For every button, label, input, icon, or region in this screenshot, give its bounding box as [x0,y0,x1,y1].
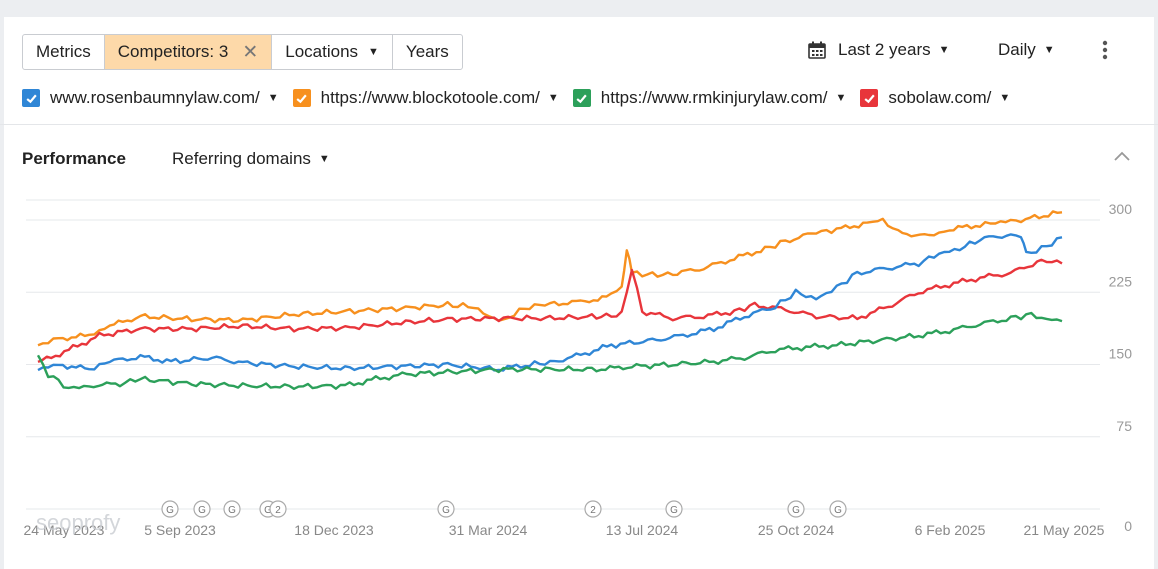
caret-down-icon: ▼ [1043,44,1055,56]
x-tick-label: 5 Sep 2023 [144,522,216,538]
x-tick-label: 13 Jul 2024 [606,522,679,538]
years-label: Years [405,42,449,61]
event-marker-icon [193,500,211,518]
competitors-label: Competitors: 3 [117,42,229,61]
event-marker-icon [829,500,847,518]
event-marker-icon [223,500,241,518]
checkbox-checked-icon[interactable] [292,89,311,107]
legend-label: https://www.blockotoole.com/ [320,88,540,107]
series-line [37,258,1063,364]
kebab-menu-icon [1102,40,1108,60]
x-tick-label: 24 May 2023 [24,522,105,538]
series-legend: www.rosenbaumnylaw.com/ ▼ https://www.bl… [22,88,1024,108]
caret-down-icon: ▼ [318,153,330,165]
event-marker-icon [437,500,455,518]
x-tick-label: 21 May 2025 [1024,522,1105,538]
collapse-chevron-icon[interactable] [1114,148,1130,166]
watermark-logo: seoprofy [36,510,120,535]
event-marker-label: G [442,505,450,516]
date-range-label: Last 2 years [838,40,931,59]
y-tick-label: 75 [1116,418,1132,434]
caret-down-icon: ▼ [368,46,379,58]
y-tick-label: 300 [1109,201,1133,217]
locations-dropdown[interactable]: Locations ▼ [272,35,393,69]
event-marker-label: G [670,505,678,516]
y-tick-label: 150 [1109,346,1133,362]
metrics-label: Metrics [36,42,91,61]
content-card [4,17,1154,569]
x-tick-label: 31 Mar 2024 [449,522,528,538]
legend-item-blockotoole[interactable]: https://www.blockotoole.com/ ▼ [292,88,559,108]
series-line [37,210,1063,347]
x-tick-label: 25 Oct 2024 [758,522,834,538]
legend-label: www.rosenbaumnylaw.com/ [50,88,260,107]
interval-dropdown[interactable]: Daily ▼ [998,40,1055,60]
series-line [36,311,1063,390]
legend-label: https://www.rmkinjurylaw.com/ [600,88,828,107]
event-marker-label: 2 [275,505,281,516]
y-tick-label: 225 [1109,273,1133,289]
section-divider [0,124,1158,125]
legend-item-sobolaw[interactable]: sobolaw.com/ ▼ [860,88,1010,108]
legend-item-rmkinjury[interactable]: https://www.rmkinjurylaw.com/ ▼ [572,88,847,108]
event-marker-label: G [228,505,236,516]
x-tick-label: 6 Feb 2025 [915,522,986,538]
event-marker-icon [161,500,179,518]
checkbox-checked-icon[interactable] [572,89,591,107]
filter-toolbar: Metrics Competitors: 3 ✕ Locations ▼ Years [22,34,463,70]
event-marker-label: G [834,505,842,516]
checkbox-checked-icon[interactable] [860,89,879,107]
caret-down-icon[interactable]: ▼ [999,92,1011,104]
event-marker-icon [665,500,683,518]
y-tick-label: 0 [1124,518,1132,534]
metric-dropdown[interactable]: Referring domains ▼ [172,149,330,169]
event-marker-icon [787,500,805,518]
legend-item-rosenbaum[interactable]: www.rosenbaumnylaw.com/ ▼ [22,88,279,108]
event-marker-label: G [792,505,800,516]
event-marker-label: G [264,505,272,516]
caret-down-icon[interactable]: ▼ [547,92,559,104]
checkbox-checked-icon[interactable] [22,89,40,107]
event-marker-icon [584,500,602,518]
more-options-button[interactable] [1102,40,1108,60]
years-button[interactable]: Years [393,35,462,69]
legend-label: sobolaw.com/ [888,88,992,107]
locations-label: Locations [285,42,359,61]
calendar-icon [808,41,826,59]
caret-down-icon[interactable]: ▼ [267,92,279,104]
series-line [37,233,1063,372]
event-marker-label: G [166,505,174,516]
metrics-button[interactable]: Metrics [23,35,105,69]
close-icon[interactable]: ✕ [242,41,259,63]
x-tick-label: 18 Dec 2023 [294,522,374,538]
event-marker-icon [269,500,287,518]
event-marker-label: 2 [590,505,596,516]
metric-label: Referring domains [172,149,311,168]
event-marker-label: G [198,505,206,516]
date-range-dropdown[interactable]: Last 2 years ▼ [808,40,950,60]
caret-down-icon: ▼ [938,44,950,56]
interval-label: Daily [998,40,1036,59]
caret-down-icon[interactable]: ▼ [835,92,847,104]
panel-title: Performance [22,149,126,168]
competitors-button[interactable]: Competitors: 3 ✕ [104,35,273,69]
